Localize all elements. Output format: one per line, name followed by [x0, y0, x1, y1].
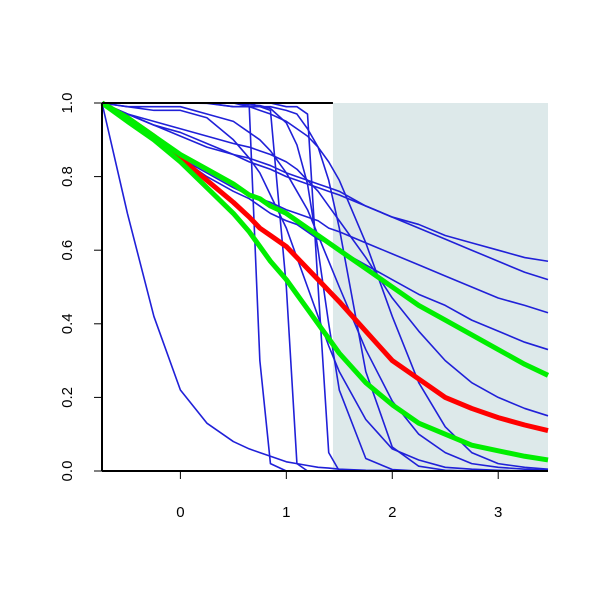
x-tick-label: 0 — [176, 504, 184, 521]
curve — [100, 100, 549, 433]
y-tick-label: 0.0 — [59, 461, 76, 482]
x-tick-label: 3 — [494, 504, 502, 521]
y-tick-label: 0.8 — [59, 166, 76, 187]
y-tick-label: 0.2 — [59, 387, 76, 408]
shaded-region — [332, 103, 548, 471]
y-tick-label: 1.0 — [59, 93, 76, 114]
curve — [101, 102, 549, 281]
curve — [101, 102, 548, 472]
curve — [101, 102, 549, 472]
curve — [101, 102, 549, 314]
y-tick-label: 0.6 — [59, 240, 76, 261]
curve — [100, 100, 550, 378]
y-tick-label: 0.4 — [59, 313, 76, 334]
curve — [101, 102, 549, 263]
x-tick-label: 1 — [282, 504, 290, 521]
x-tick-label: 2 — [388, 504, 396, 521]
curve — [100, 100, 549, 463]
